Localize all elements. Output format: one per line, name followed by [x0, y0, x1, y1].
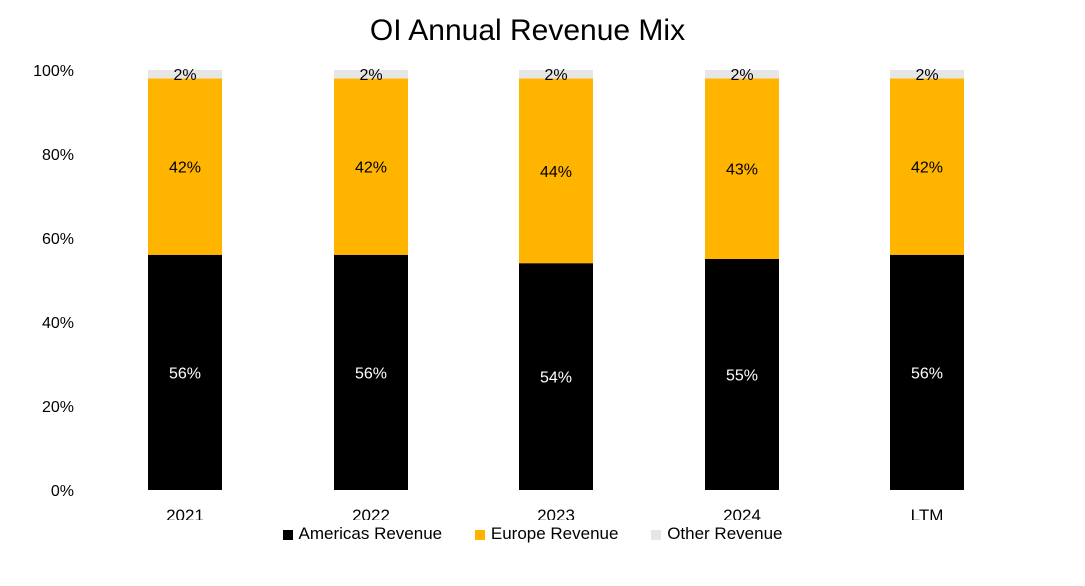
y-tick-label: 60%	[42, 231, 74, 248]
data-label: 44%	[540, 164, 572, 181]
legend-item-other: Other Revenue	[651, 524, 782, 544]
y-tick-label: 100%	[33, 63, 74, 80]
data-label: 54%	[540, 370, 572, 387]
legend-label-americas: Americas Revenue	[298, 524, 443, 543]
legend-item-americas: Americas Revenue	[282, 524, 443, 544]
bar-europe-revenue	[890, 78, 964, 255]
bar-other-revenue	[519, 70, 593, 79]
bar-other-revenue	[334, 70, 408, 79]
bar-other-revenue	[705, 70, 779, 79]
legend-swatch-europe	[474, 529, 485, 540]
legend: Americas Revenue Europe Revenue Other Re…	[0, 524, 1065, 544]
data-label: 42%	[355, 160, 387, 177]
y-tick-label: 80%	[42, 147, 74, 164]
y-tick-label: 20%	[42, 399, 74, 416]
x-tick-label: 2023	[537, 506, 575, 520]
bar-europe-revenue	[334, 78, 408, 255]
bar-europe-revenue	[705, 78, 779, 260]
data-label: 56%	[355, 365, 387, 382]
data-label: 56%	[169, 365, 201, 382]
data-label: 42%	[911, 160, 943, 177]
bar-americas-revenue	[890, 254, 964, 490]
data-label: 2%	[915, 67, 938, 84]
legend-swatch-other	[651, 529, 662, 540]
data-label: 42%	[169, 160, 201, 177]
bar-americas-revenue	[148, 254, 222, 490]
legend-label-europe: Europe Revenue	[490, 524, 619, 543]
bar-other-revenue	[148, 70, 222, 79]
x-tick-label: 2021	[166, 506, 204, 520]
y-tick-label: 40%	[42, 315, 74, 332]
data-label: 2%	[730, 67, 753, 84]
bar-other-revenue	[890, 70, 964, 79]
data-label: 56%	[911, 365, 943, 382]
x-tick-label: LTM	[911, 506, 944, 520]
chart-title: OI Annual Revenue Mix	[369, 14, 686, 47]
legend-item-europe: Europe Revenue	[474, 524, 619, 544]
data-label: 55%	[726, 368, 758, 385]
data-label: 2%	[359, 67, 382, 84]
data-label: 2%	[544, 67, 567, 84]
y-tick-label: 0%	[51, 483, 74, 500]
x-tick-label: 2024	[723, 506, 761, 520]
bar-americas-revenue	[334, 254, 408, 490]
chart-svg: 0% 20% 40% 60% 80% 100% 56% 42% 2% 2021 56% 42% 2% 20…	[33, 63, 964, 520]
x-tick-label: 2022	[352, 506, 390, 520]
data-label: 43%	[726, 162, 758, 179]
bar-americas-revenue	[519, 263, 593, 490]
bar-europe-revenue	[519, 78, 593, 264]
bar-europe-revenue	[148, 78, 222, 255]
data-label: 2%	[173, 67, 196, 84]
bar-americas-revenue	[705, 259, 779, 490]
legend-swatch-americas	[282, 529, 293, 540]
legend-label-other: Other Revenue	[667, 524, 783, 543]
